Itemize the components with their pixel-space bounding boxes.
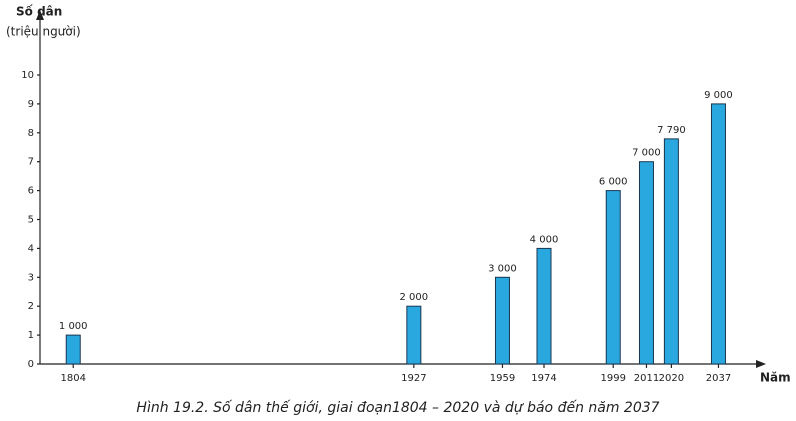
value-label: 2 000: [400, 292, 429, 303]
y-tick-label: 7: [28, 157, 34, 168]
y-tick-label: 0: [28, 359, 34, 370]
y-tick-label: 4: [28, 243, 34, 254]
bar: [494, 276, 510, 365]
y-axis-title: Số dân: [16, 5, 62, 19]
value-label: 3 000: [488, 263, 517, 274]
value-label: 6 000: [599, 177, 628, 188]
x-tick-label: 1999: [601, 373, 626, 384]
value-label: 7 000: [632, 148, 661, 159]
bar: [710, 103, 726, 365]
x-axis-arrow: [756, 360, 766, 368]
caption: Hình 19.2. Số dân thế giới, giai đoạn180…: [136, 399, 659, 416]
bar: [536, 247, 552, 365]
x-axis-title: Năm: [760, 371, 791, 385]
bar: [605, 190, 621, 365]
x-tick-label: 1927: [401, 373, 426, 384]
bar: [663, 138, 679, 365]
value-label: 1 000: [59, 321, 88, 332]
x-tick-label: 1959: [490, 373, 515, 384]
value-label: 7 790: [657, 125, 686, 136]
bar: [406, 305, 422, 365]
y-axis-arrow: [36, 10, 44, 20]
y-tick-label: 10: [21, 70, 34, 81]
x-tick-label: 2011: [634, 373, 659, 384]
y-tick-label: 5: [28, 215, 34, 226]
y-tick-label: 8: [28, 128, 34, 139]
x-tick-label: 1804: [61, 373, 86, 384]
x-tick-label: 2037: [706, 373, 731, 384]
value-label: 4 000: [530, 234, 559, 245]
bar: [638, 161, 654, 365]
value-label: 9 000: [704, 90, 733, 101]
y-tick-label: 1: [28, 330, 34, 341]
x-tick-label: 2020: [659, 373, 684, 384]
y-tick-label: 2: [28, 301, 34, 312]
x-tick-label: 1974: [531, 373, 556, 384]
y-axis-unit: (triệu người): [6, 25, 81, 39]
y-tick-label: 6: [28, 186, 34, 197]
y-tick-label: 9: [28, 99, 34, 110]
bar: [65, 334, 81, 365]
y-tick-label: 3: [28, 272, 34, 283]
